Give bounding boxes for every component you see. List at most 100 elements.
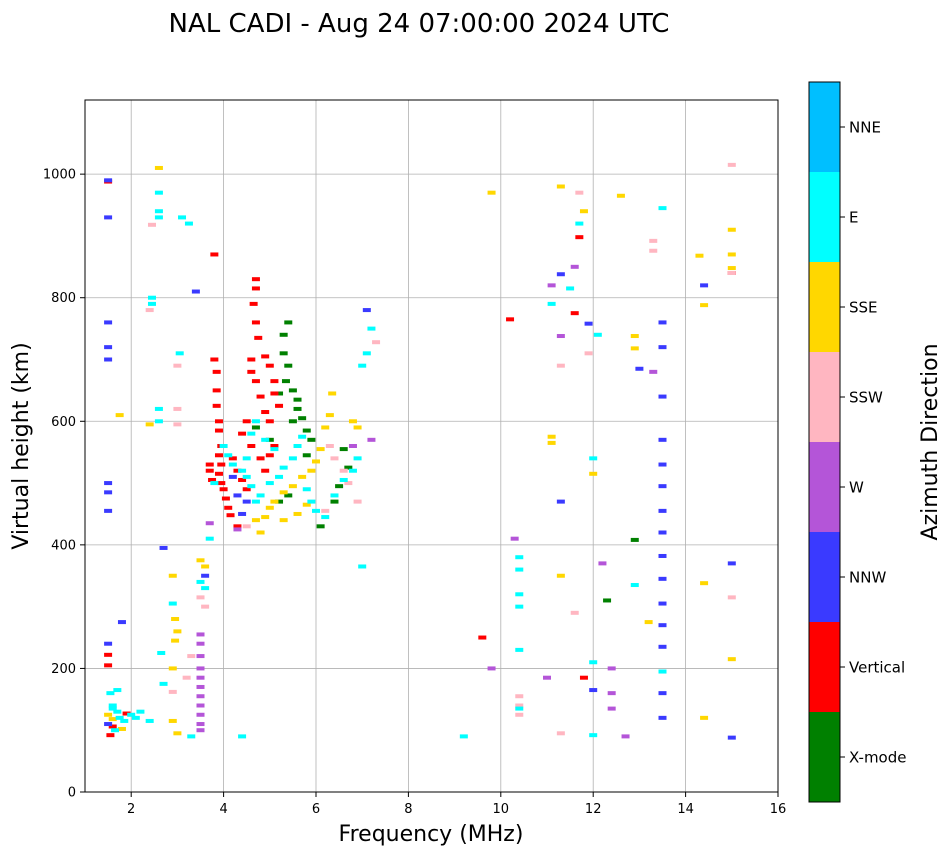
data-point	[616, 193, 625, 198]
data-points	[104, 162, 736, 740]
data-point	[658, 530, 667, 535]
data-point	[145, 308, 154, 313]
data-point	[339, 447, 348, 452]
data-point	[293, 397, 302, 402]
data-point	[168, 601, 177, 606]
data-point	[219, 487, 228, 492]
data-point	[265, 453, 274, 458]
data-point	[196, 728, 205, 733]
series-x-mode	[251, 320, 639, 603]
data-point	[256, 493, 265, 498]
data-point	[593, 332, 602, 337]
data-point	[598, 561, 607, 566]
data-point	[515, 555, 524, 560]
data-point	[136, 709, 145, 714]
data-point	[214, 453, 223, 458]
data-point	[658, 484, 667, 489]
grid-lines	[85, 100, 779, 793]
data-point	[330, 493, 339, 498]
data-point	[127, 712, 136, 717]
data-point	[330, 456, 339, 461]
data-point	[293, 406, 302, 411]
data-point	[325, 444, 334, 448]
data-point	[316, 447, 325, 452]
data-point	[307, 437, 316, 442]
data-point	[556, 499, 565, 504]
data-point	[221, 496, 230, 501]
data-point	[147, 222, 156, 227]
data-point	[201, 573, 210, 578]
data-point	[727, 271, 736, 275]
data-point	[196, 694, 205, 699]
data-point	[173, 629, 182, 634]
data-point	[265, 505, 274, 510]
data-point	[293, 444, 302, 448]
data-point	[270, 391, 279, 396]
data-point	[226, 513, 235, 518]
data-point	[362, 351, 371, 356]
data-point	[547, 440, 556, 445]
data-point	[219, 444, 228, 448]
data-point	[316, 524, 325, 529]
colorbar-tick-label: SSW	[849, 389, 883, 407]
data-point	[362, 308, 371, 313]
series-vertical	[104, 179, 736, 738]
data-point	[108, 717, 117, 722]
y-tick-label: 0	[68, 786, 76, 801]
data-point	[120, 718, 129, 723]
data-point	[284, 493, 293, 498]
data-point	[658, 553, 667, 558]
data-point	[579, 209, 588, 214]
data-point	[187, 654, 196, 659]
x-tick-label: 16	[770, 802, 787, 817]
data-point	[658, 623, 667, 628]
x-tick-label: 6	[312, 802, 320, 817]
data-point	[154, 215, 163, 220]
data-point	[658, 206, 667, 211]
data-point	[201, 604, 210, 609]
data-point	[658, 345, 667, 350]
data-point	[335, 484, 344, 489]
data-point	[515, 703, 524, 708]
data-point	[556, 573, 565, 578]
data-point	[478, 635, 487, 640]
data-point	[584, 321, 593, 326]
data-point	[695, 253, 704, 258]
data-point	[154, 406, 163, 411]
data-point	[168, 666, 177, 671]
data-point	[649, 238, 658, 243]
data-point	[184, 221, 193, 226]
data-point	[635, 366, 644, 371]
data-point	[171, 638, 180, 643]
data-point	[233, 527, 242, 532]
data-point	[630, 346, 639, 351]
data-point	[104, 320, 113, 325]
data-point	[104, 178, 113, 183]
data-point	[339, 477, 348, 482]
data-point	[302, 502, 311, 507]
data-point	[293, 511, 302, 516]
data-point	[570, 264, 579, 269]
data-point	[256, 456, 265, 461]
data-point	[171, 617, 180, 621]
colorbar-label: Azimuth Direction	[918, 343, 943, 540]
data-point	[154, 209, 163, 214]
data-point	[117, 726, 126, 731]
data-point	[178, 215, 187, 220]
data-point	[312, 508, 320, 513]
data-point	[312, 459, 320, 464]
data-point	[104, 490, 113, 495]
data-point	[556, 184, 565, 189]
colorbar-tick-label: W	[849, 479, 864, 497]
data-point	[275, 403, 284, 408]
data-point	[575, 190, 584, 195]
data-point	[212, 388, 221, 393]
data-point	[210, 481, 219, 486]
data-point	[108, 724, 117, 729]
data-point	[196, 632, 205, 637]
data-point	[658, 462, 667, 467]
data-point	[261, 354, 270, 359]
data-point	[251, 286, 260, 291]
colorbar-segment	[809, 712, 840, 802]
